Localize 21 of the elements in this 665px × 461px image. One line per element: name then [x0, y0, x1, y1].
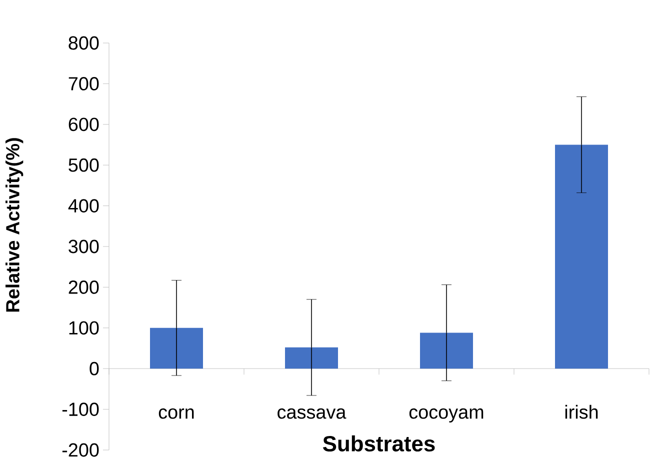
y-tick-label: 500: [68, 158, 99, 172]
bar: [285, 347, 338, 369]
x-tick-label: corn: [158, 408, 194, 419]
y-tick-label: -200: [62, 443, 99, 457]
y-tick-label: 100: [69, 321, 99, 335]
y-tick-label: 600: [68, 118, 99, 132]
y-tick-label: 800: [68, 36, 99, 50]
bar: [150, 328, 203, 369]
bar: [420, 332, 474, 369]
y-tick-label: 0: [90, 362, 99, 376]
y-tick-label: 200: [68, 280, 99, 294]
y-tick-label: 400: [68, 199, 99, 213]
y-tick-label: -100: [62, 402, 99, 416]
x-tick-label: cassava: [278, 408, 346, 419]
y-tick-label: 300: [68, 240, 99, 254]
y-axis-title: Relative Activity(%): [6, 138, 24, 312]
x-axis-title: Substrates: [322, 435, 435, 452]
bar: [555, 144, 608, 369]
x-tick-label: irish: [565, 404, 598, 419]
x-tick-label: cocoyam: [409, 408, 484, 423]
y-tick-label: 700: [68, 76, 99, 90]
